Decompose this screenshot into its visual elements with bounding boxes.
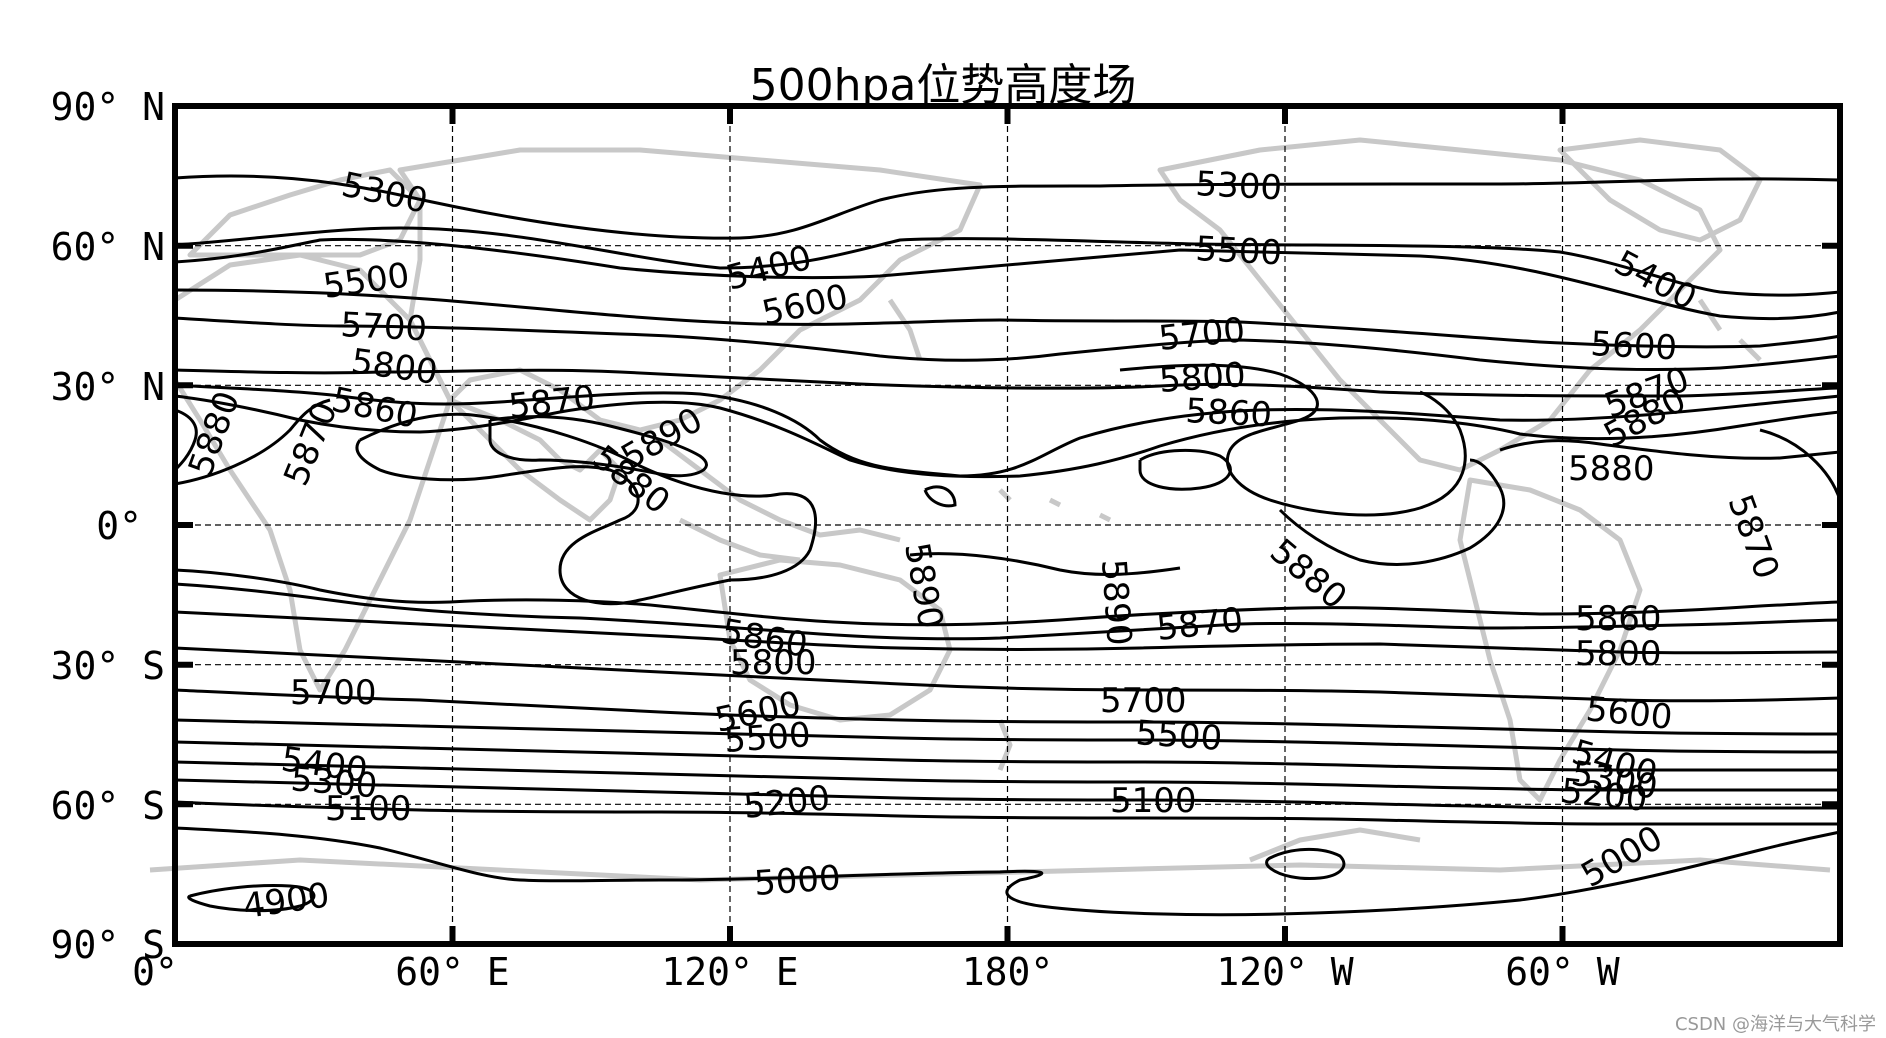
contour-label: 5880 (181, 386, 248, 481)
contour-label: 5000 (753, 858, 842, 904)
lat-label: 90° N (51, 85, 165, 129)
contour-4900 (187, 883, 316, 913)
contour-label: 4900 (241, 875, 332, 927)
contour-label: 5200 (742, 778, 832, 827)
contour-5880-ring (1138, 448, 1232, 491)
lon-label: 120° W (1216, 950, 1353, 994)
lat-label: 60° S (51, 784, 165, 828)
contour-5400-south (174, 740, 1840, 772)
contour-label: 5400 (1608, 243, 1703, 319)
lon-ticks (449, 106, 1566, 944)
lon-label: 0° (132, 950, 178, 994)
contour-label: 5700 (340, 305, 429, 349)
contour-label: 5100 (1110, 781, 1197, 821)
contour-5880-southpac (1278, 458, 1506, 566)
contour-label: 5890 (1093, 558, 1139, 647)
contour-label: 5500 (1195, 229, 1284, 273)
watermark: CSDN @海洋与大气科学 (1675, 1014, 1876, 1035)
contour-label: 5800 (1158, 355, 1247, 401)
contour-5860-south (174, 582, 1841, 641)
contour-label: 5800 (1575, 634, 1662, 674)
contour-5300-south (174, 760, 1840, 792)
map-title: 500hpa位势高度场 (750, 60, 1137, 111)
lat-label: 0° (96, 504, 142, 548)
contour-5880-africa (355, 412, 817, 606)
contour-label: 5860 (1185, 391, 1274, 435)
contour-label: 5870 (1720, 489, 1787, 584)
contour-label: 5600 (1584, 689, 1674, 738)
contour-5400-north (174, 226, 1841, 297)
lat-label: 30° S (51, 644, 165, 688)
contour-5870-south (174, 568, 1841, 627)
lon-label: 120° E (661, 950, 798, 994)
contour-5890-equatorial (909, 552, 1181, 576)
contour-5880-west (173, 408, 198, 472)
lat-labels: 90° N 60° N 30° N 0° 30° S 60° S 90° S (51, 85, 165, 967)
contour-5880-east (1499, 439, 1841, 460)
contour-label: 5860 (1575, 599, 1662, 639)
contour-label: 5800 (730, 643, 817, 683)
contour-label: 5300 (289, 759, 379, 806)
contour-label: 5200 (1559, 771, 1649, 820)
contour-5870-east (1759, 428, 1842, 501)
lon-label: 180° (962, 950, 1054, 994)
contour-5870-north (174, 394, 1841, 479)
coastlines (149, 137, 1831, 883)
contour-label: 5300 (338, 165, 431, 222)
contour-label: 5870 (507, 378, 597, 427)
contour-5600-north (174, 288, 1841, 349)
lat-label: 60° N (51, 225, 165, 269)
contour-label: 5500 (723, 715, 812, 761)
contour-5600-south (174, 688, 1841, 736)
contour-5700-south (174, 646, 1841, 703)
contour-5800-north (174, 368, 1841, 398)
contour-label: 5700 (1100, 681, 1187, 721)
contour-labels: 5300 5300 5500 5500 5400 5400 5600 5600 … (181, 164, 1787, 927)
lat-label: 30° N (51, 365, 165, 409)
lat-label: 90° S (51, 923, 165, 967)
contour-label: 5880 (1262, 531, 1354, 617)
lon-label: 60° W (1505, 950, 1620, 994)
contour-5500-north (174, 237, 1841, 321)
contour-5100-south (174, 800, 1840, 826)
contour-5700-north (174, 316, 1841, 372)
lat-ticks (175, 242, 1840, 808)
contour-label: 5870 (276, 396, 346, 491)
contour-label: 5700 (1157, 310, 1247, 359)
contour-label: 5600 (1590, 324, 1679, 368)
contour-5500-south (174, 718, 1841, 754)
contour-label: 5700 (290, 673, 377, 713)
contour-5200-south (174, 778, 1840, 810)
lon-label: 60° E (395, 950, 509, 994)
contour-5890-asia (488, 415, 708, 478)
lon-labels: 0° 60° E 120° E 180° 120° W 60° W (132, 950, 1620, 994)
contour-5800-south (174, 610, 1841, 655)
contour-label: 5100 (325, 789, 412, 829)
contour-label: 5880 (1568, 449, 1655, 489)
graticule (175, 106, 1840, 944)
contour-label: 5500 (1134, 713, 1223, 759)
contour-label: 5870 (1155, 600, 1245, 649)
contour-5890-small (923, 485, 957, 508)
contour-lines (173, 174, 1842, 917)
contour-5880-pacific (1119, 363, 1467, 517)
contour-5000-south (174, 826, 1841, 917)
contour-5870-west (174, 398, 331, 486)
contour-5300-north (174, 174, 1841, 240)
contour-label: 5300 (1195, 164, 1284, 208)
contour-5000-ring (1265, 847, 1346, 880)
